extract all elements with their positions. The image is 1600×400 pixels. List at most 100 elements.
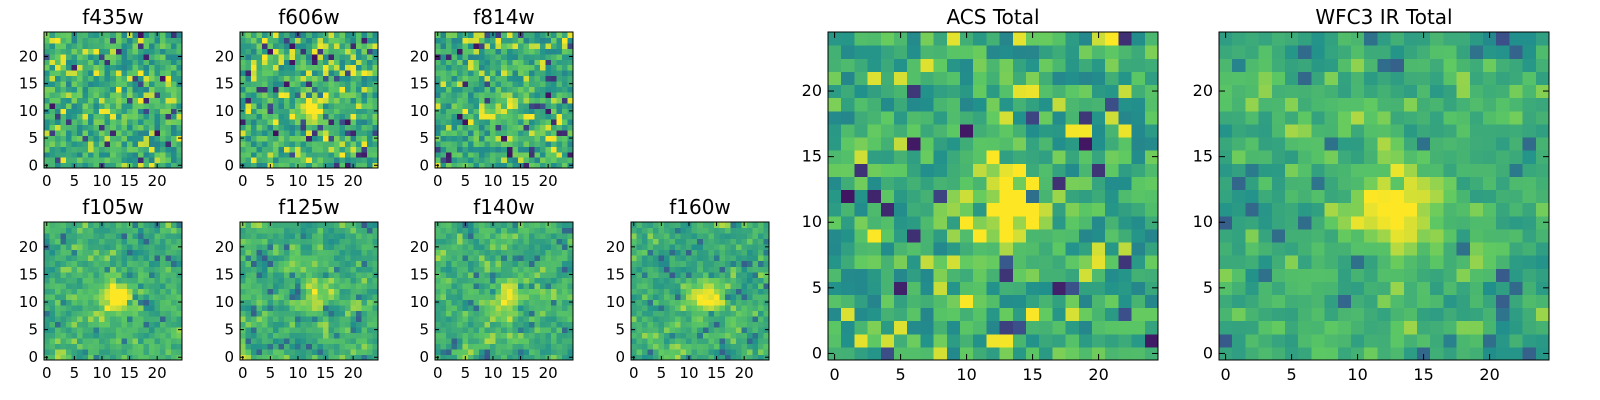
heatmap-cell (110, 293, 117, 300)
heatmap-cell (523, 91, 530, 98)
heatmap-cell (372, 266, 379, 273)
heatmap-cell (121, 233, 128, 240)
heatmap-cell (534, 227, 541, 234)
heatmap-cell (1065, 163, 1080, 177)
heatmap-cell (719, 282, 726, 289)
heatmap-cell (256, 321, 263, 328)
heatmap-cell (49, 310, 56, 317)
heatmap-cell (300, 70, 307, 77)
heatmap-cell (556, 233, 563, 240)
heatmap-cell (77, 255, 84, 262)
heatmap-cell (523, 260, 530, 267)
heatmap-cell (132, 146, 139, 153)
heatmap-cell (960, 255, 974, 269)
heatmap-cell (104, 348, 111, 356)
heatmap-cell (545, 277, 552, 284)
heatmap-cell (110, 343, 117, 350)
heatmap-cell (1026, 176, 1040, 191)
heatmap-cell (132, 140, 139, 147)
heatmap-cell (647, 337, 654, 345)
heatmap-cells (631, 222, 770, 361)
heatmap-cell (77, 102, 84, 109)
heatmap-cell (468, 42, 475, 49)
heatmap-cell (490, 108, 497, 115)
heatmap-cell (501, 244, 508, 251)
heatmap-cell (523, 80, 530, 87)
heatmap-cell (561, 129, 569, 136)
heatmap-cell (170, 124, 178, 131)
heatmap-cell (154, 42, 161, 49)
heatmap-cell (339, 70, 346, 77)
heatmap-cell (77, 238, 84, 245)
heatmap-cell (1026, 294, 1040, 309)
heatmap-cell (262, 260, 269, 267)
heatmap-cell (104, 113, 111, 120)
heatmap-cell (440, 48, 447, 55)
heatmap-cell (730, 337, 737, 345)
heatmap-cell (468, 108, 475, 115)
heatmap-cell (251, 53, 258, 60)
heatmap-cell (763, 348, 770, 356)
heatmap-cell (60, 315, 67, 322)
heatmap-cell (339, 80, 346, 87)
heatmap-cell (451, 315, 458, 322)
heatmap-cell (110, 227, 117, 234)
heatmap-cell (920, 255, 935, 269)
heatmap-cell (986, 281, 1001, 295)
heatmap-cell (267, 337, 274, 345)
heatmap-cell (647, 343, 654, 350)
heatmap-cell (556, 321, 563, 328)
heatmap-cell (828, 215, 842, 230)
heatmap-cell (82, 233, 89, 240)
heatmap-cell (55, 53, 62, 60)
heatmap-cell (462, 321, 469, 328)
heatmap-cell (104, 354, 111, 361)
heatmap-cell (675, 266, 682, 273)
heatmap-cell (752, 233, 759, 240)
heatmap-cell (1065, 215, 1080, 230)
heatmap-cell (457, 315, 464, 322)
heatmap-cell (170, 343, 178, 350)
heatmap-cell (251, 288, 258, 295)
heatmap-cell (473, 48, 480, 55)
heatmap-cell (55, 42, 62, 49)
heatmap-cell (104, 282, 111, 289)
heatmap-cell (702, 310, 709, 317)
heatmap-cell (82, 157, 89, 164)
heatmap-cell (446, 48, 453, 55)
heatmap-cell (240, 337, 247, 345)
heatmap-cell (1092, 268, 1106, 282)
heatmap-cell (440, 255, 447, 262)
heatmap-cell (1012, 215, 1027, 230)
heatmap-cell (457, 293, 464, 300)
heatmap-cell (328, 124, 335, 131)
heatmap-cell (1118, 307, 1133, 322)
heatmap-cell (339, 97, 346, 104)
heatmap-cell (440, 293, 447, 300)
heatmap-cell (451, 326, 458, 333)
heatmap-cell (490, 260, 497, 267)
heatmap-cell (457, 354, 464, 361)
heatmap-cell (262, 337, 269, 345)
heatmap-cell (490, 140, 497, 147)
heatmap-cell (306, 97, 313, 104)
heatmap-cell (567, 70, 574, 77)
heatmap-cell (88, 124, 95, 131)
heatmap-cell (484, 315, 491, 322)
heatmap-cell (946, 215, 961, 230)
heatmap-cell (1131, 189, 1146, 204)
heatmap-cell (104, 129, 111, 136)
heatmap-cell (479, 124, 486, 131)
heatmap-cell (361, 80, 368, 87)
heatmap-cell (440, 310, 447, 317)
heatmap-cell (647, 304, 654, 311)
heatmap-cell (88, 332, 95, 339)
heatmap-cell (986, 215, 1001, 230)
heatmap-cell (658, 343, 665, 350)
heatmap-cell (746, 354, 754, 361)
heatmap-cell (165, 282, 172, 289)
heatmap-cell (159, 288, 167, 295)
heatmap-cell (137, 255, 144, 262)
heatmap-cell (1039, 189, 1053, 204)
heatmap-cell (708, 244, 715, 251)
